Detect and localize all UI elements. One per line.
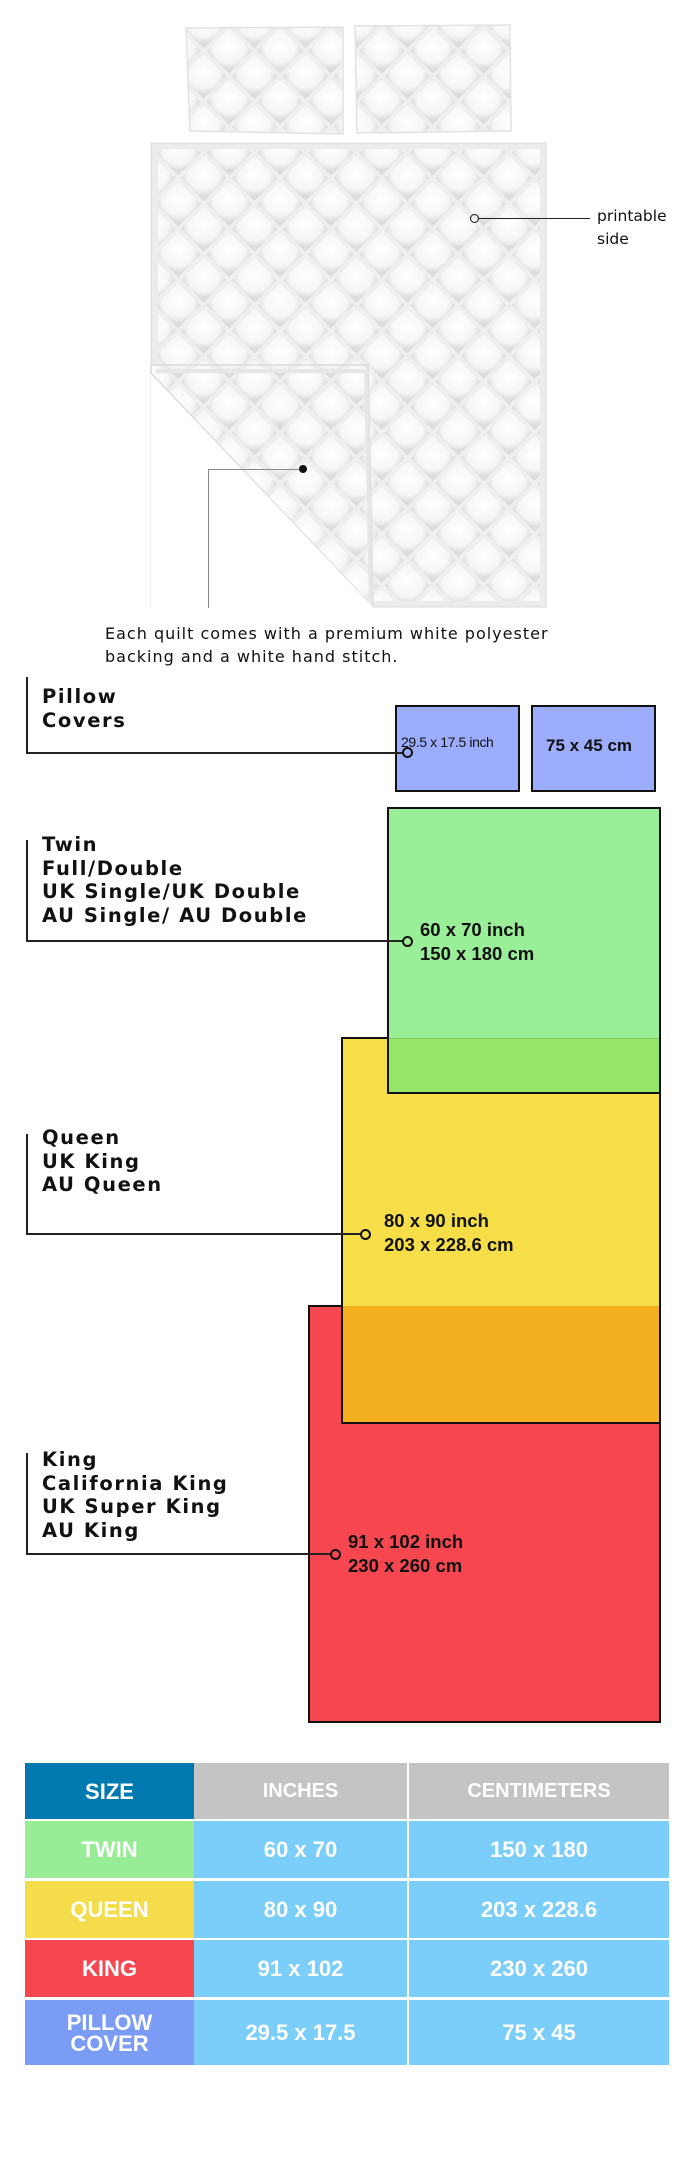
pillow-bracket-h (26, 752, 404, 754)
label-line: Queen (42, 1126, 121, 1149)
pillow-covers-label: Pillow Covers (42, 685, 126, 732)
row-twin-inches: 60 x 70 (194, 1821, 407, 1878)
king-marker (330, 1549, 341, 1560)
label-line: Twin (42, 833, 99, 856)
twin-bracket-h (26, 940, 404, 942)
pillow-marker (402, 747, 413, 758)
label-line: AU Single/ AU Double (42, 903, 308, 927)
queen-dims: 80 x 90 inch 203 x 228.6 cm (384, 1209, 514, 1256)
header-size: SIZE (25, 1763, 194, 1819)
pillow-inch-box (395, 705, 520, 792)
backing-caption: Each quilt comes with a premium white po… (105, 624, 549, 666)
pillow-left (185, 26, 344, 135)
row-king-size: KING (25, 1940, 194, 1997)
king-bracket-h (26, 1553, 330, 1555)
pillow-right (354, 24, 512, 134)
king-inch: 91 x 102 inch (348, 1531, 464, 1552)
label-line: AU Queen (42, 1173, 163, 1196)
quilt-illustration (150, 24, 547, 620)
row-pillow-size: PILLOW COVER (25, 2000, 194, 2065)
row-pillow-cm: 75 x 45 (409, 2000, 669, 2065)
label-line: California King (42, 1471, 229, 1495)
king-cm: 230 x 260 cm (348, 1554, 463, 1576)
label-line: AU King (42, 1518, 140, 1542)
header-inches: INCHES (194, 1763, 407, 1819)
printable-side-label: printable side (597, 207, 667, 248)
queen-marker (360, 1229, 371, 1240)
queen-king-overlap (343, 1306, 659, 1422)
queen-bracket-v (26, 1134, 28, 1235)
twin-queen-overlap (389, 1038, 659, 1092)
pillow-inch-dim: 29.5 x 17.5 inch (401, 734, 494, 750)
twin-inch: 60 x 70 inch (420, 919, 525, 940)
queen-bracket-h (26, 1233, 361, 1235)
quilt-body (150, 142, 547, 620)
row-twin-cm: 150 x 180 (409, 1821, 669, 1878)
backing-marker (299, 465, 307, 473)
twin-bracket-v (26, 840, 28, 942)
row-twin-size: TWIN (25, 1821, 194, 1878)
row-king-inches: 91 x 102 (194, 1940, 407, 1997)
label-line: UK Super King (42, 1495, 222, 1518)
header-centimeters: CENTIMETERS (409, 1763, 669, 1819)
label-line: UK Single/UK Double (42, 880, 301, 903)
pillow-cm-box (531, 705, 656, 792)
row-queen-size: QUEEN (25, 1881, 194, 1938)
label-line: Covers (42, 708, 127, 732)
label-line: Pillow (42, 685, 118, 708)
printable-side-marker (470, 214, 479, 223)
row-queen-cm: 203 x 228.6 (409, 1881, 669, 1938)
label-line: UK King (42, 1149, 141, 1173)
pillow-cm-dim: 75 x 45 cm (546, 736, 633, 755)
row-king-cm: 230 x 260 (409, 1940, 669, 1997)
label-line: King (42, 1448, 99, 1471)
row-pillow-inches: 29.5 x 17.5 (194, 2000, 407, 2065)
twin-cm: 150 x 180 cm (420, 942, 535, 964)
twin-label: Twin Full/Double UK Single/UK Double AU … (42, 833, 308, 927)
queen-cm: 203 x 228.6 cm (384, 1233, 514, 1255)
backing-leader-h (208, 469, 299, 470)
twin-dims: 60 x 70 inch 150 x 180 cm (420, 918, 534, 965)
label-line: Full/Double (42, 856, 184, 880)
twin-marker (402, 936, 413, 947)
queen-inch: 80 x 90 inch (384, 1210, 489, 1231)
king-dims: 91 x 102 inch 230 x 260 cm (348, 1530, 463, 1577)
pillow-bracket-v (26, 677, 28, 753)
row-queen-inches: 80 x 90 (194, 1881, 407, 1938)
queen-label: Queen UK King AU Queen (42, 1126, 163, 1197)
king-label: King California King UK Super King AU Ki… (42, 1448, 228, 1542)
backing-leader-v (208, 469, 209, 608)
king-bracket-v (26, 1453, 28, 1554)
printable-side-leader (479, 218, 590, 219)
